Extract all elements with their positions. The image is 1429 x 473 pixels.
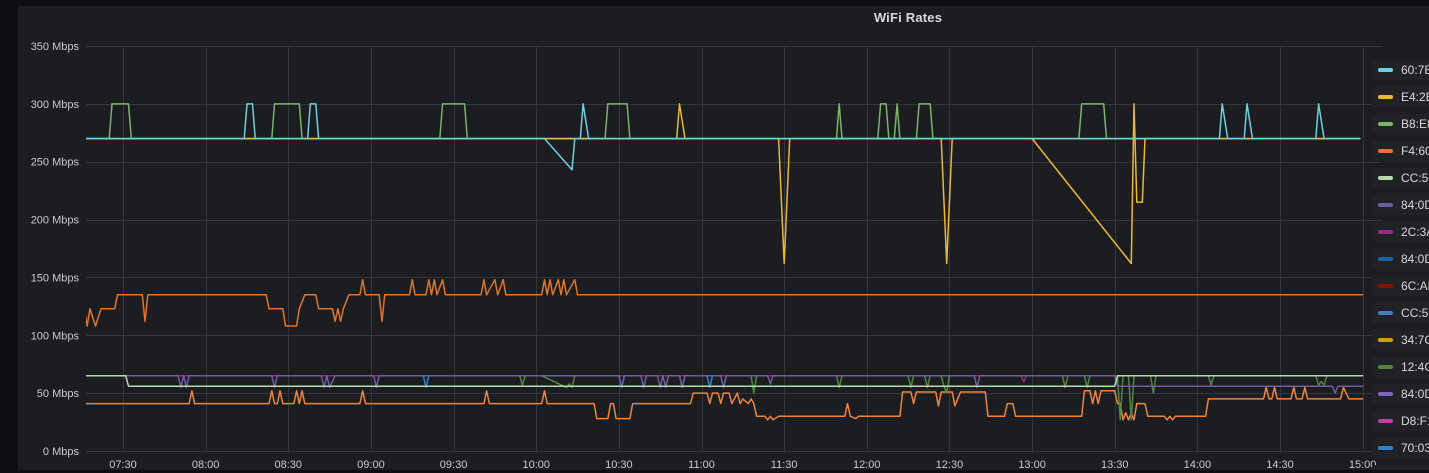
- series-color-swatch-icon: [1378, 95, 1393, 99]
- y-axis-tick-label: 300 Mbps: [31, 99, 80, 111]
- legend-item[interactable]: 2C:3A:: [1372, 222, 1429, 242]
- legend-label: 84:0D:: [1401, 198, 1429, 212]
- chart-canvas[interactable]: 0 Mbps 50 Mbps 100 Mbps 150 Mbps 200 Mbps 250…: [18, 6, 1429, 471]
- x-axis-tick-label: 14:00: [1184, 459, 1212, 471]
- legend-label: E4:2B:: [1401, 90, 1429, 104]
- legend-label: CC:50:: [1401, 171, 1429, 185]
- legend-label: D8:F1:: [1401, 414, 1429, 428]
- x-axis-tick-label: 10:30: [605, 459, 633, 471]
- legend-item[interactable]: B8:E8:: [1372, 114, 1429, 134]
- x-axis-tick-label: 13:30: [1101, 459, 1129, 471]
- series-color-swatch-icon: [1378, 122, 1393, 126]
- legend-label: 84:0D:: [1401, 252, 1429, 266]
- legend-item[interactable]: E4:2B:: [1372, 87, 1429, 107]
- legend-label: 84:0D:: [1401, 387, 1429, 401]
- series-color-swatch-icon: [1378, 284, 1393, 288]
- y-axis-tick-label: 50 Mbps: [37, 388, 80, 400]
- legend-item[interactable]: 84:0D:: [1372, 249, 1429, 269]
- x-axis-tick-label: 12:00: [853, 459, 881, 471]
- y-axis-tick-label: 350 Mbps: [31, 41, 80, 53]
- legend-item[interactable]: 84:0D:: [1372, 195, 1429, 215]
- series-line-84f3: [86, 386, 1364, 421]
- legend-label: 80:7D:: [1401, 468, 1429, 470]
- series-color-swatch-icon: [1378, 230, 1393, 234]
- y-axis-tick-label: 100 Mbps: [31, 330, 80, 342]
- x-axis-tick-label: 10:00: [522, 459, 550, 471]
- series-color-swatch-icon: [1378, 257, 1393, 261]
- wifi-rates-panel: WiFi Rates 0 Mbps 50 Mbps 100 Mbps 150 Mbps…: [18, 6, 1429, 471]
- x-axis-tick-label: 11:30: [771, 459, 798, 471]
- series-line-607e: [86, 103, 1361, 171]
- series-color-swatch-icon: [1378, 392, 1393, 396]
- legend-label: B8:E8:: [1401, 117, 1429, 131]
- x-axis-tick-label: 07:30: [109, 459, 137, 471]
- series-line-f460: [86, 278, 1364, 327]
- legend-item[interactable]: F4:60:: [1372, 141, 1429, 161]
- legend-item[interactable]: 84:0D:: [1372, 384, 1429, 404]
- legend-item[interactable]: 6C:AD: [1372, 276, 1429, 296]
- chart-legend: 60:7E: E4:2B: B8:E8: F4:60: CC:50: 84:0D: 2C:3…: [1372, 60, 1429, 470]
- x-axis-tick-label: 12:30: [936, 459, 964, 471]
- x-axis-tick-label: 14:30: [1266, 459, 1294, 471]
- x-axis-tick-label: 13:00: [1018, 459, 1046, 471]
- y-axis-tick-label: 150 Mbps: [31, 272, 80, 284]
- legend-label: 70:03:: [1401, 441, 1429, 455]
- series-color-swatch-icon: [1378, 311, 1393, 315]
- legend-item[interactable]: 80:7D:: [1372, 465, 1429, 470]
- legend-label: 2C:3A:: [1401, 225, 1429, 239]
- legend-label: 60:7E:: [1401, 63, 1429, 77]
- legend-item[interactable]: 60:7E:: [1372, 60, 1429, 80]
- series-color-swatch-icon: [1378, 176, 1393, 180]
- series-color-swatch-icon: [1378, 365, 1393, 369]
- y-axis-tick-label: 250 Mbps: [31, 157, 80, 169]
- x-axis-tick-label: 09:00: [357, 459, 385, 471]
- series-color-swatch-icon: [1378, 149, 1393, 153]
- x-axis-tick-label: 09:30: [440, 459, 468, 471]
- x-axis-tick-label: 15:00: [1349, 459, 1377, 471]
- y-axis-tick-label: 0 Mbps: [43, 446, 80, 458]
- legend-label: CC:50:: [1401, 306, 1429, 320]
- x-axis-tick-label: 08:30: [275, 459, 303, 471]
- panel-title[interactable]: WiFi Rates: [873, 10, 943, 25]
- legend-item[interactable]: 12:4C:: [1372, 357, 1429, 377]
- series-color-swatch-icon: [1378, 203, 1393, 207]
- series-group: [86, 103, 1364, 421]
- series-line-840d: [86, 375, 1364, 394]
- wifi-rates-chart: 0 Mbps 50 Mbps 100 Mbps 150 Mbps 200 Mbps 250…: [31, 41, 1382, 471]
- series-line-b8e8: [86, 103, 1361, 140]
- legend-label: 6C:AD: [1401, 279, 1429, 293]
- legend-item[interactable]: 70:03:: [1372, 438, 1429, 458]
- series-color-swatch-icon: [1378, 338, 1393, 342]
- series-line-e42b: [86, 103, 1361, 265]
- legend-label: 34:7C:: [1401, 333, 1429, 347]
- series-color-swatch-icon: [1378, 446, 1393, 450]
- series-line-cc50: [86, 375, 1364, 387]
- x-axis-tick-label: 08:00: [192, 459, 220, 471]
- series-color-swatch-icon: [1378, 419, 1393, 423]
- legend-item[interactable]: CC:50:: [1372, 168, 1429, 188]
- legend-item[interactable]: D8:F1:: [1372, 411, 1429, 431]
- x-axis-tick-label: 11:00: [688, 459, 715, 471]
- series-color-swatch-icon: [1378, 68, 1393, 72]
- legend-label: 12:4C:: [1401, 360, 1429, 374]
- y-axis-tick-label: 200 Mbps: [31, 215, 80, 227]
- legend-item[interactable]: CC:50:: [1372, 303, 1429, 323]
- legend-item[interactable]: 34:7C:: [1372, 330, 1429, 350]
- legend-label: F4:60:: [1401, 144, 1429, 158]
